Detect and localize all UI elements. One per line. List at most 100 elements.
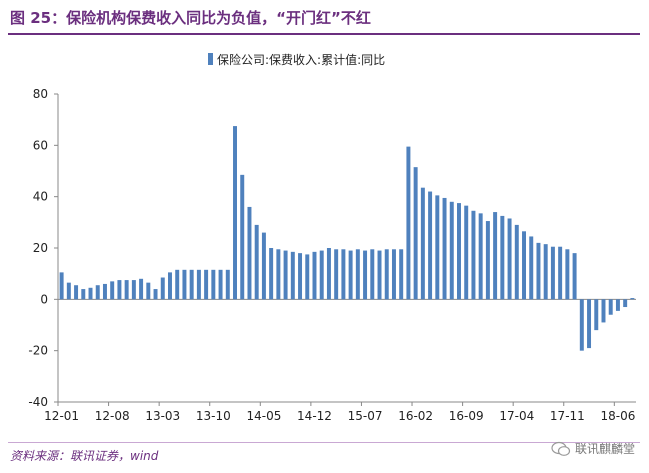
bar bbox=[247, 206, 252, 300]
bar bbox=[348, 250, 353, 300]
bar bbox=[471, 210, 476, 300]
bar bbox=[59, 272, 64, 300]
x-tick-label: 17-11 bbox=[550, 409, 585, 423]
bar bbox=[117, 280, 122, 300]
bar bbox=[110, 281, 115, 300]
bar bbox=[550, 246, 555, 300]
chart-legend: 保险公司:保费收入:累计值:同比 bbox=[208, 48, 385, 70]
x-tick-label: 15-07 bbox=[348, 409, 383, 423]
bar bbox=[326, 248, 331, 300]
bar bbox=[261, 232, 266, 300]
bar bbox=[565, 249, 570, 300]
bar bbox=[66, 282, 71, 300]
bar bbox=[406, 146, 411, 300]
bar bbox=[182, 269, 187, 300]
bar bbox=[283, 250, 288, 300]
bar bbox=[457, 203, 461, 300]
x-tick-label: 12-01 bbox=[44, 409, 79, 423]
bar bbox=[428, 191, 433, 300]
bar bbox=[305, 254, 310, 300]
bar bbox=[168, 272, 172, 300]
x-axis: 12-01 12-08 13-03 13-10 14-05 14-12 15-07 16-02… bbox=[44, 298, 636, 423]
bar bbox=[102, 283, 107, 300]
bar bbox=[558, 246, 563, 300]
bar bbox=[160, 277, 165, 300]
bar bbox=[175, 269, 180, 300]
bar bbox=[413, 167, 418, 300]
bar bbox=[587, 299, 592, 349]
bar bbox=[478, 213, 483, 300]
bar bbox=[500, 215, 505, 300]
bar bbox=[522, 231, 526, 300]
bar bbox=[514, 224, 519, 300]
bar bbox=[572, 253, 577, 300]
bar bbox=[355, 249, 360, 300]
bar bbox=[579, 299, 584, 351]
y-axis: -40 -20 0 20 40 60 80 bbox=[28, 87, 59, 409]
bar bbox=[507, 218, 512, 300]
bar bbox=[298, 253, 303, 300]
bar bbox=[608, 299, 613, 315]
y-tick-label: -20 bbox=[28, 344, 48, 358]
bar bbox=[399, 249, 404, 300]
y-tick-label: 60 bbox=[33, 138, 48, 152]
bar bbox=[630, 298, 635, 300]
bar bbox=[124, 280, 129, 300]
bar bbox=[435, 195, 440, 300]
y-tick-label: 80 bbox=[33, 87, 48, 101]
bar bbox=[153, 289, 158, 300]
x-tick-label: 17-04 bbox=[499, 409, 534, 423]
bar bbox=[449, 201, 454, 300]
bar bbox=[594, 299, 599, 331]
bar bbox=[312, 251, 317, 300]
bar bbox=[218, 269, 223, 300]
bar bbox=[384, 249, 389, 300]
bar bbox=[225, 269, 230, 300]
x-tick-label: 14-12 bbox=[297, 409, 332, 423]
x-tick-label: 18-06 bbox=[601, 409, 636, 423]
bar bbox=[442, 197, 447, 300]
bar bbox=[269, 248, 274, 300]
bar bbox=[81, 289, 86, 300]
bar bbox=[623, 299, 628, 308]
x-tick-label: 16-09 bbox=[449, 409, 484, 423]
bar bbox=[529, 236, 534, 300]
x-tick-label: 16-02 bbox=[398, 409, 433, 423]
bar bbox=[88, 287, 93, 300]
bar bbox=[493, 212, 498, 300]
x-tick-label: 13-03 bbox=[145, 409, 180, 423]
bar bbox=[363, 250, 368, 300]
bar bbox=[319, 250, 324, 300]
bar bbox=[334, 249, 339, 300]
y-tick-label: 40 bbox=[33, 190, 48, 204]
bar bbox=[146, 282, 151, 300]
footer-divider bbox=[8, 442, 640, 443]
x-tick-label: 12-08 bbox=[95, 409, 130, 423]
bar bbox=[139, 278, 144, 300]
bar bbox=[601, 299, 606, 323]
bar bbox=[276, 249, 281, 300]
wechat-icon bbox=[551, 441, 571, 456]
bar bbox=[536, 242, 541, 300]
bar bbox=[615, 299, 620, 311]
bar bbox=[131, 280, 136, 300]
bar bbox=[377, 250, 382, 300]
x-tick-label: 13-10 bbox=[196, 409, 231, 423]
y-tick-label: 20 bbox=[33, 241, 48, 255]
bar bbox=[196, 269, 201, 300]
x-tick-label: 14-05 bbox=[246, 409, 281, 423]
bar bbox=[464, 205, 469, 300]
bar bbox=[74, 285, 79, 300]
bar bbox=[233, 126, 237, 300]
bar bbox=[240, 174, 245, 300]
bar bbox=[420, 187, 425, 300]
legend-label: 保险公司:保费收入:累计值:同比 bbox=[217, 52, 386, 67]
watermark-text: 联讯麒麟堂 bbox=[574, 442, 635, 456]
bar-series bbox=[59, 126, 635, 351]
bar bbox=[204, 269, 209, 300]
watermark: 联讯麒麟堂 bbox=[551, 440, 635, 457]
source-note: 资料来源：联讯证券，wind bbox=[10, 449, 159, 463]
bar bbox=[485, 221, 490, 300]
legend-swatch bbox=[208, 53, 213, 65]
